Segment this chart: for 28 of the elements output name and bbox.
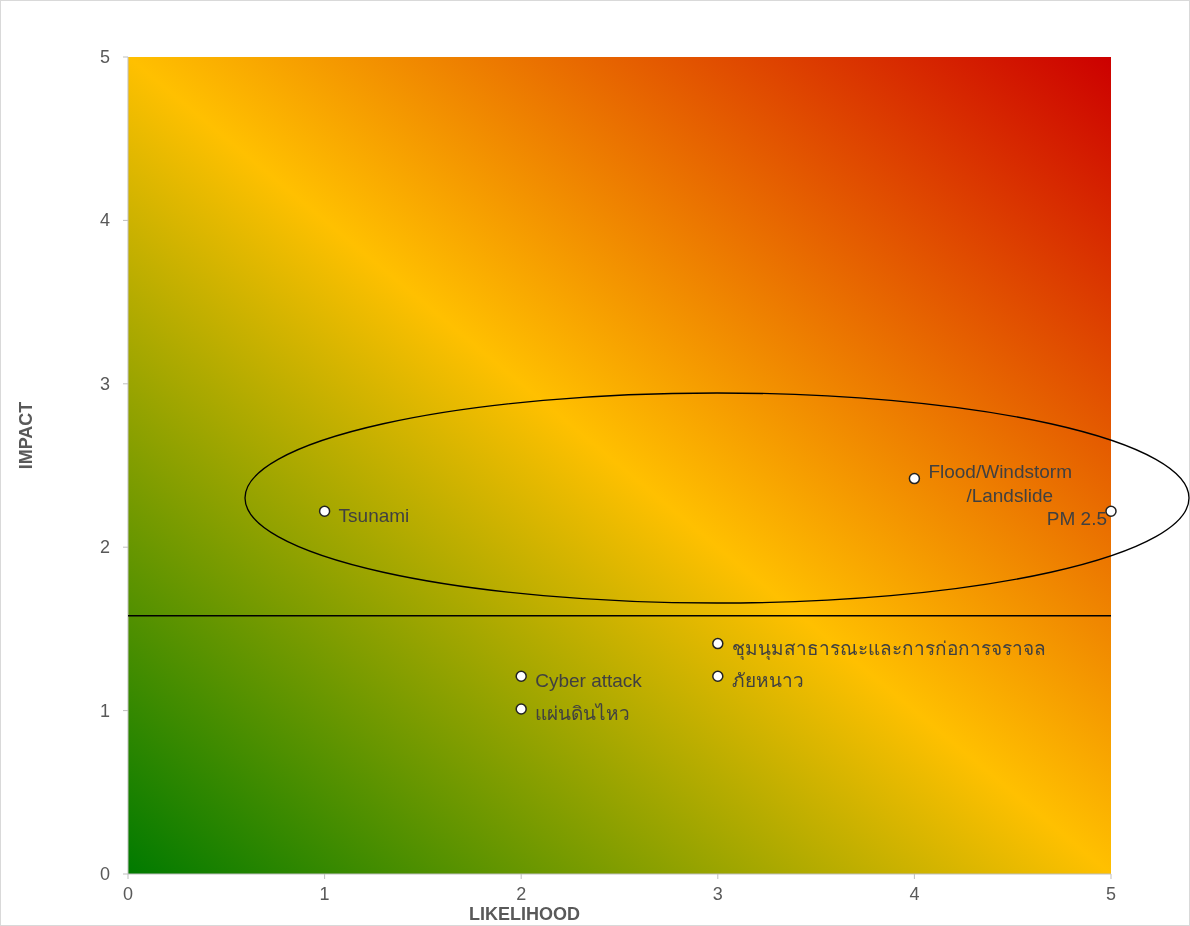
point [908, 472, 921, 485]
x-tick-label: 0 [122, 884, 134, 904]
y-tick-label: 3 [99, 373, 110, 394]
point [712, 637, 724, 650]
y-tick-label: 2 [99, 537, 110, 558]
annotation: ชุมนุมสาธารณะและการก่อการจราจล [731, 637, 1046, 661]
point [515, 703, 527, 715]
x-tick-label: 1 [319, 884, 330, 904]
y-tick-label: 5 [99, 47, 110, 67]
x-tick-label: 3 [712, 884, 723, 904]
annotation: PM 2.5 [1046, 508, 1107, 530]
point [712, 670, 724, 683]
point [1105, 505, 1117, 517]
x-tick-label: 2 [516, 884, 527, 904]
point [515, 670, 527, 683]
annotation: Cyber attack [535, 670, 643, 692]
y-tick-label: 1 [99, 700, 110, 721]
annotation: Tsunami [338, 505, 410, 527]
x-tick-label: 5 [1105, 884, 1117, 904]
y-axis-title: IMPACT [16, 401, 36, 470]
annotation: แผ่นดินไหว [535, 702, 631, 724]
point [318, 505, 331, 517]
annotation: Flood/Windstorm /Landslide [928, 460, 1073, 506]
annotation: ภัยหนาว [731, 670, 804, 692]
x-tick-label: 4 [909, 884, 920, 904]
y-tick-label: 4 [99, 210, 110, 231]
y-tick-label: 0 [99, 864, 110, 884]
x-axis-title: LIKELIHOOD [469, 904, 580, 924]
